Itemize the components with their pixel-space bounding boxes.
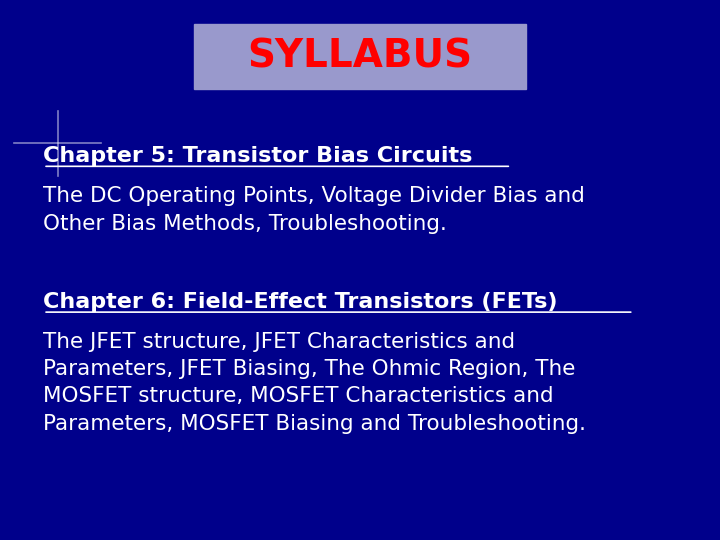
Text: Chapter 5: Transistor Bias Circuits: Chapter 5: Transistor Bias Circuits xyxy=(43,146,472,166)
Text: SYLLABUS: SYLLABUS xyxy=(248,38,472,76)
Text: The DC Operating Points, Voltage Divider Bias and
Other Bias Methods, Troublesho: The DC Operating Points, Voltage Divider… xyxy=(43,186,585,233)
FancyBboxPatch shape xyxy=(194,24,526,89)
Text: The JFET structure, JFET Characteristics and
Parameters, JFET Biasing, The Ohmic: The JFET structure, JFET Characteristics… xyxy=(43,332,586,434)
Text: Chapter 6: Field-Effect Transistors (FETs): Chapter 6: Field-Effect Transistors (FET… xyxy=(43,292,558,312)
